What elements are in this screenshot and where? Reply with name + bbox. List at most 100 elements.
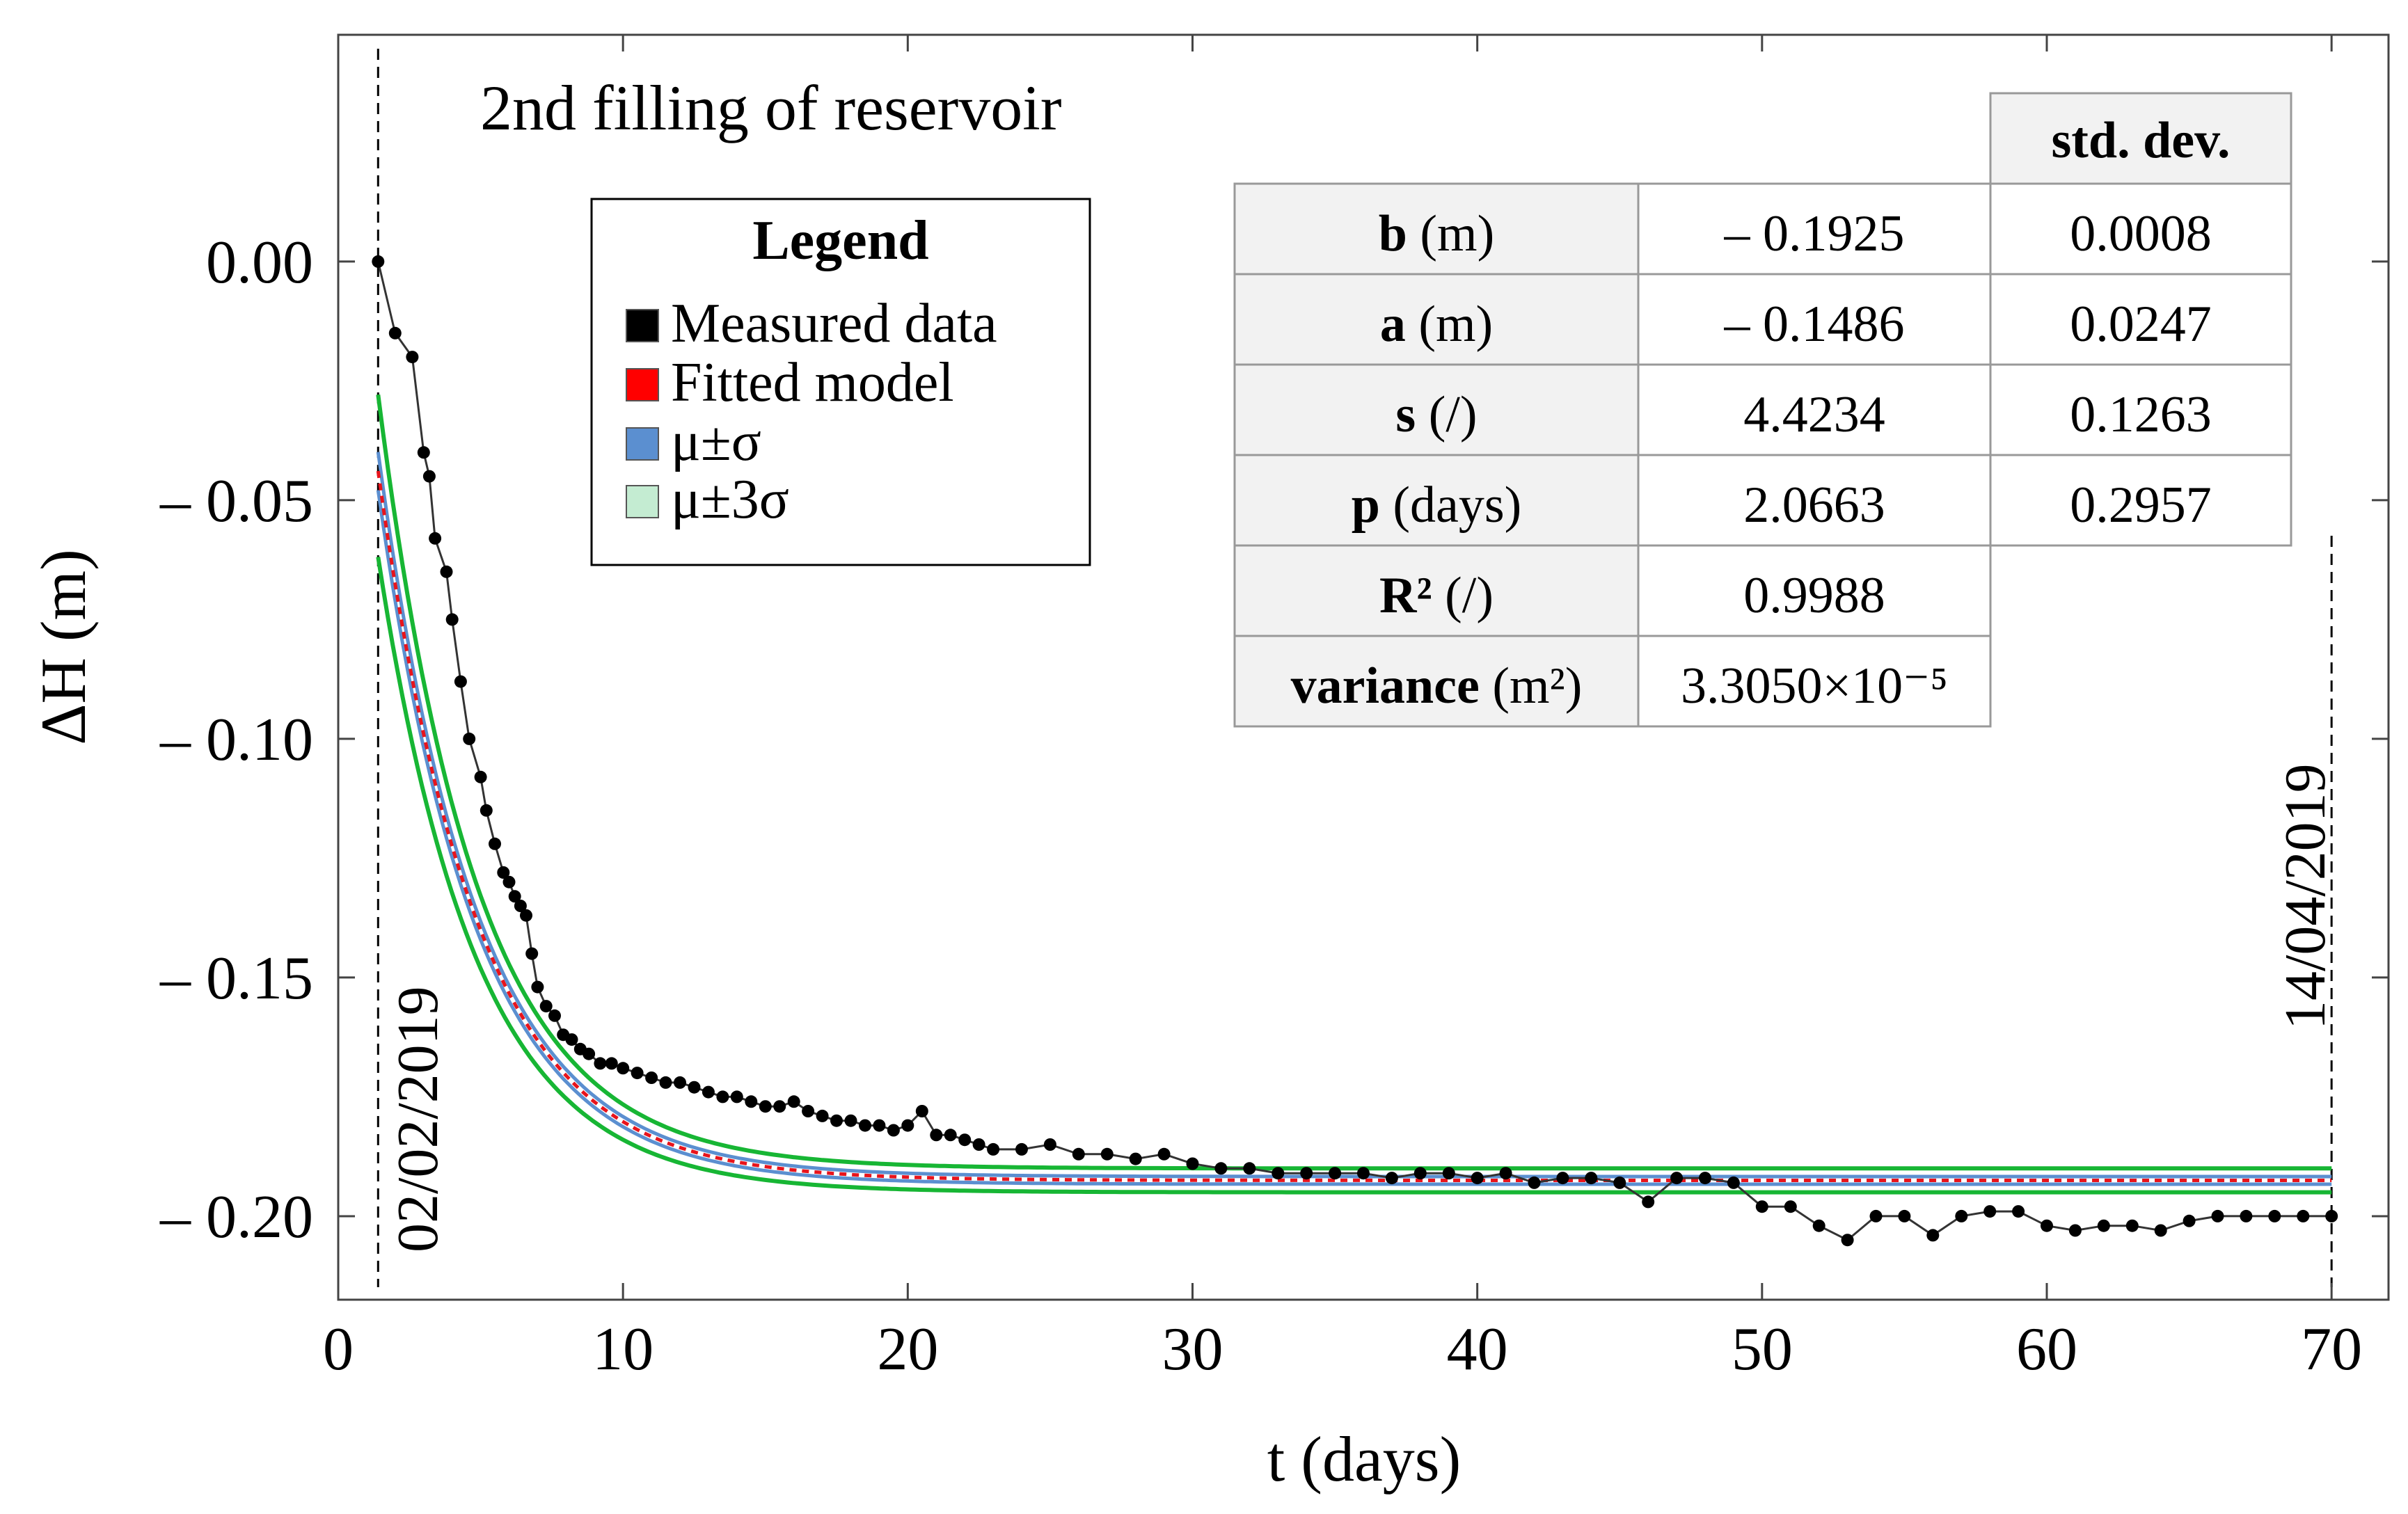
legend-label-3sigma: μ±3σ — [671, 469, 789, 530]
table-std-cell — [1989, 454, 2292, 547]
data-point — [1015, 1142, 1028, 1156]
data-point — [972, 1138, 985, 1151]
data-point — [1642, 1195, 1655, 1209]
data-point — [773, 1100, 786, 1113]
data-point — [958, 1133, 972, 1147]
table-value-cell — [1637, 363, 1992, 456]
data-point — [1983, 1205, 1997, 1218]
data-point — [1841, 1234, 1854, 1247]
table-row-label: s (/) — [1395, 386, 1477, 443]
legend-label-measured: Measured data — [671, 293, 997, 354]
data-point — [525, 947, 539, 960]
fitted-model-curve — [376, 470, 2332, 1182]
y-tick-label: – 0.15 — [159, 945, 313, 1012]
model-curves — [376, 394, 2332, 1195]
end-date-label: 14/04/2019 — [2273, 763, 2338, 1030]
table-header-std: std. dev. — [2051, 112, 2230, 169]
table-row-value: – 0.1925 — [1724, 205, 1905, 262]
data-point — [1926, 1229, 1940, 1242]
data-point — [2125, 1219, 2139, 1232]
legend-title: Legend — [752, 210, 928, 271]
table-row-label: p (days) — [1352, 477, 1522, 534]
table-label-cell — [1233, 544, 1640, 637]
y-axis: 0.00 – 0.05 – 0.10 – 0.15 – 0.20 — [159, 229, 2389, 1251]
data-point — [417, 446, 430, 459]
data-point — [844, 1114, 857, 1127]
y-tick-label: – 0.20 — [159, 1184, 313, 1251]
data-point — [631, 1067, 644, 1080]
data-point — [1043, 1138, 1056, 1151]
data-point — [1357, 1167, 1370, 1180]
data-point — [1670, 1172, 1684, 1185]
table-row-value: 3.3050×10⁻⁵ — [1681, 658, 1948, 715]
x-tick-label: 10 — [592, 1316, 654, 1383]
table-row-label: b (m) — [1379, 205, 1495, 262]
x-tick-label: 20 — [877, 1316, 938, 1383]
table-value-cell — [1637, 454, 1992, 547]
data-point — [730, 1090, 743, 1103]
data-point — [787, 1095, 800, 1108]
data-point — [2297, 1209, 2310, 1222]
y-tick-label: – 0.10 — [159, 706, 313, 774]
start-date-label: 02/02/2019 — [386, 986, 450, 1252]
upper-3sigma-curve — [376, 394, 2332, 1171]
data-point — [1727, 1176, 1740, 1189]
legend-swatch-fitted — [626, 368, 659, 401]
data-point — [388, 326, 402, 340]
data-point — [1157, 1147, 1171, 1161]
data-point — [930, 1129, 943, 1142]
data-point — [2183, 1214, 2196, 1227]
table-row-label: variance (m²) — [1291, 658, 1583, 715]
data-point — [688, 1081, 701, 1094]
data-point — [887, 1124, 900, 1137]
table-label-cell — [1233, 273, 1640, 366]
data-point — [502, 875, 516, 889]
data-point — [1556, 1172, 1569, 1185]
chart-title: 2nd filling of reservoir — [480, 72, 1061, 143]
data-point — [1442, 1167, 1455, 1180]
table-label-cell — [1233, 182, 1640, 276]
data-point — [659, 1076, 672, 1089]
data-point — [816, 1109, 829, 1122]
table-std-cell — [1989, 363, 2292, 456]
legend-label-fitted: Fitted model — [671, 352, 954, 413]
data-point — [429, 532, 442, 545]
table-value-cell — [1637, 635, 1992, 728]
table-std-cell — [1989, 182, 2292, 276]
data-point — [406, 351, 419, 364]
table-row-std: 0.2957 — [2070, 477, 2212, 534]
data-point — [2154, 1224, 2167, 1237]
x-axis-label: t (days) — [1267, 1424, 1461, 1495]
table-label-cell — [1233, 363, 1640, 456]
x-tick-label: 40 — [1447, 1316, 1508, 1383]
data-point — [480, 804, 493, 817]
data-point — [531, 980, 544, 994]
data-point — [716, 1090, 729, 1103]
data-point — [617, 1062, 630, 1075]
data-point — [539, 1000, 553, 1013]
table-value-cell — [1637, 544, 1992, 637]
table-std-cell — [1989, 273, 2292, 366]
lower-3sigma-curve — [376, 557, 2332, 1195]
data-point — [2268, 1209, 2281, 1222]
data-point — [1471, 1172, 1484, 1185]
data-point — [1528, 1176, 1541, 1189]
data-point — [565, 1033, 578, 1046]
data-point — [605, 1057, 618, 1070]
legend-label-sigma: μ±σ — [671, 411, 761, 472]
data-point — [454, 675, 467, 688]
table-row-value: 0.9988 — [1743, 567, 1885, 624]
y-tick-label: – 0.05 — [159, 468, 313, 535]
data-point — [1214, 1162, 1228, 1175]
data-point — [2240, 1209, 2253, 1222]
y-axis-label: ΔH (m) — [28, 549, 99, 744]
data-point — [2325, 1209, 2338, 1222]
x-tick-label: 50 — [1732, 1316, 1793, 1383]
table-row-value: 2.0663 — [1743, 477, 1885, 534]
data-point — [915, 1105, 928, 1117]
data-point — [1243, 1162, 1256, 1175]
data-point — [1812, 1219, 1825, 1232]
x-tick-label: 0 — [323, 1316, 354, 1383]
data-point — [497, 866, 510, 879]
